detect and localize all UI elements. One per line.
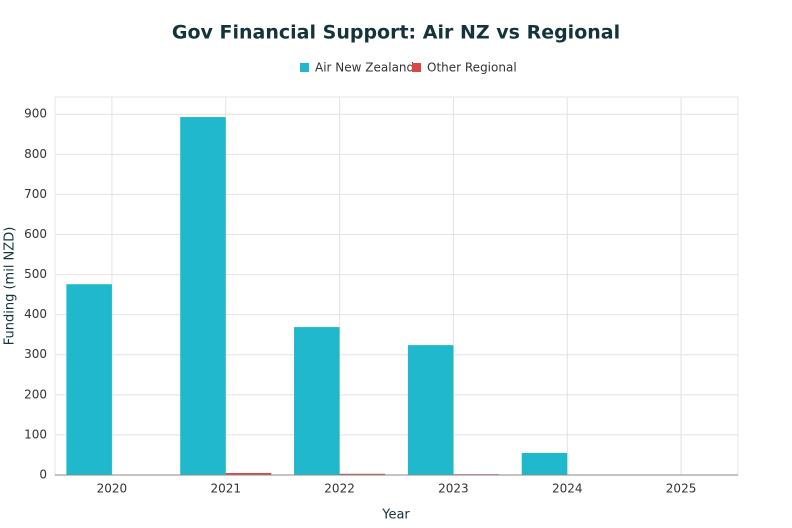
x-tick-label: 2024 (552, 482, 583, 496)
y-tick-label: 900 (24, 107, 47, 121)
bar (180, 117, 226, 475)
x-tick-label: 2023 (438, 482, 469, 496)
bar (225, 472, 272, 475)
y-tick-label: 300 (24, 347, 47, 361)
y-axis-title: Funding (mil NZD) (3, 227, 18, 346)
chart-title: Gov Financial Support: Air NZ vs Regiona… (172, 22, 620, 44)
bar (294, 327, 340, 475)
x-tick-label: 2025 (666, 482, 697, 496)
legend-swatch (300, 63, 309, 72)
x-axis-title: Year (381, 508, 410, 523)
legend-label: Air New Zealand (315, 61, 414, 75)
y-tick-label: 100 (24, 427, 47, 441)
x-tick-label: 2020 (97, 482, 128, 496)
x-tick-label: 2022 (324, 482, 355, 496)
y-tick-label: 0 (39, 468, 47, 482)
y-tick-label: 800 (24, 147, 47, 161)
bar (521, 452, 568, 475)
bar (66, 284, 112, 475)
bar (407, 345, 454, 475)
legend-swatch (412, 63, 421, 72)
legend-label: Other Regional (427, 61, 517, 75)
x-tick-label: 2021 (210, 482, 241, 496)
y-tick-label: 600 (24, 227, 47, 241)
plot-border (54, 96, 739, 476)
y-tick-label: 400 (24, 307, 47, 321)
y-tick-label: 700 (24, 187, 47, 201)
y-tick-label: 500 (24, 267, 47, 281)
bar (339, 473, 386, 475)
y-tick-label: 200 (24, 387, 47, 401)
